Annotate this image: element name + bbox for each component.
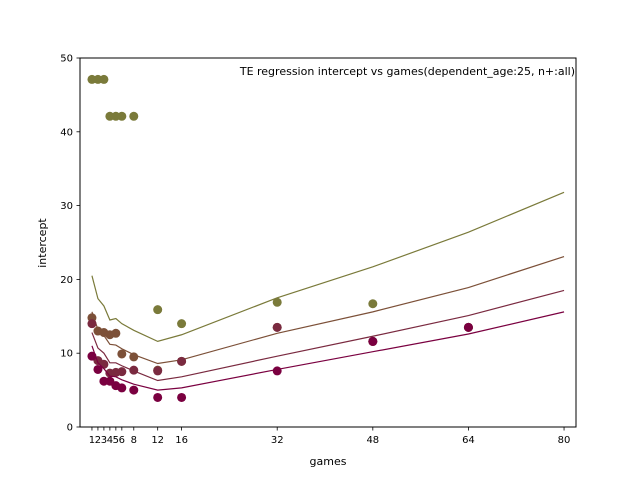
data-point [272, 366, 282, 376]
y-tick-label: 20 [60, 275, 73, 286]
data-point [177, 319, 187, 329]
data-point [87, 351, 97, 361]
data-point [129, 352, 139, 362]
data-point [272, 322, 282, 332]
y-tick-label: 50 [60, 54, 73, 65]
data-point [93, 364, 103, 374]
data-point [153, 392, 163, 402]
data-point [368, 299, 378, 309]
data-point [87, 319, 97, 329]
data-point [117, 383, 127, 393]
x-tick-label: 1 [89, 435, 95, 446]
x-tick-label: 4 [107, 435, 113, 446]
x-tick-label: 32 [271, 435, 284, 446]
y-axis-label: intercept [36, 218, 49, 268]
data-point [153, 305, 163, 315]
x-tick-label: 2 [95, 435, 101, 446]
x-tick-label: 80 [558, 435, 571, 446]
x-tick-label: 16 [175, 435, 188, 446]
data-point [177, 392, 187, 402]
data-point [177, 356, 187, 366]
x-tick-label: 48 [366, 435, 379, 446]
axes-frame [79, 57, 577, 428]
chart-title: TE regression intercept vs games(depende… [239, 65, 575, 78]
data-point [99, 74, 109, 84]
x-axis-label: games [310, 455, 347, 468]
y-tick-label: 10 [60, 349, 73, 360]
data-point [272, 297, 282, 307]
series-4-line [91, 311, 565, 391]
x-tick-label: 6 [119, 435, 125, 446]
data-point [368, 336, 378, 346]
data-point [129, 365, 139, 375]
series-4 [87, 311, 565, 402]
x-tick-label: 64 [462, 435, 475, 446]
data-point [111, 328, 121, 338]
data-point [117, 111, 127, 121]
series-1-line [91, 191, 565, 343]
x-tick-label: 12 [151, 435, 164, 446]
y-tick-label: 30 [60, 201, 73, 212]
x-tick-label: 3 [101, 435, 107, 446]
data-point [129, 385, 139, 395]
data-point [129, 111, 139, 121]
series-layer [87, 74, 565, 402]
y-tick-label: 0 [67, 423, 73, 434]
data-point [117, 349, 127, 359]
x-tick-label: 8 [131, 435, 137, 446]
data-point [463, 322, 473, 332]
y-tick-label: 40 [60, 127, 73, 138]
x-tick-label: 5 [113, 435, 119, 446]
data-point [117, 367, 127, 377]
data-point [153, 366, 163, 376]
